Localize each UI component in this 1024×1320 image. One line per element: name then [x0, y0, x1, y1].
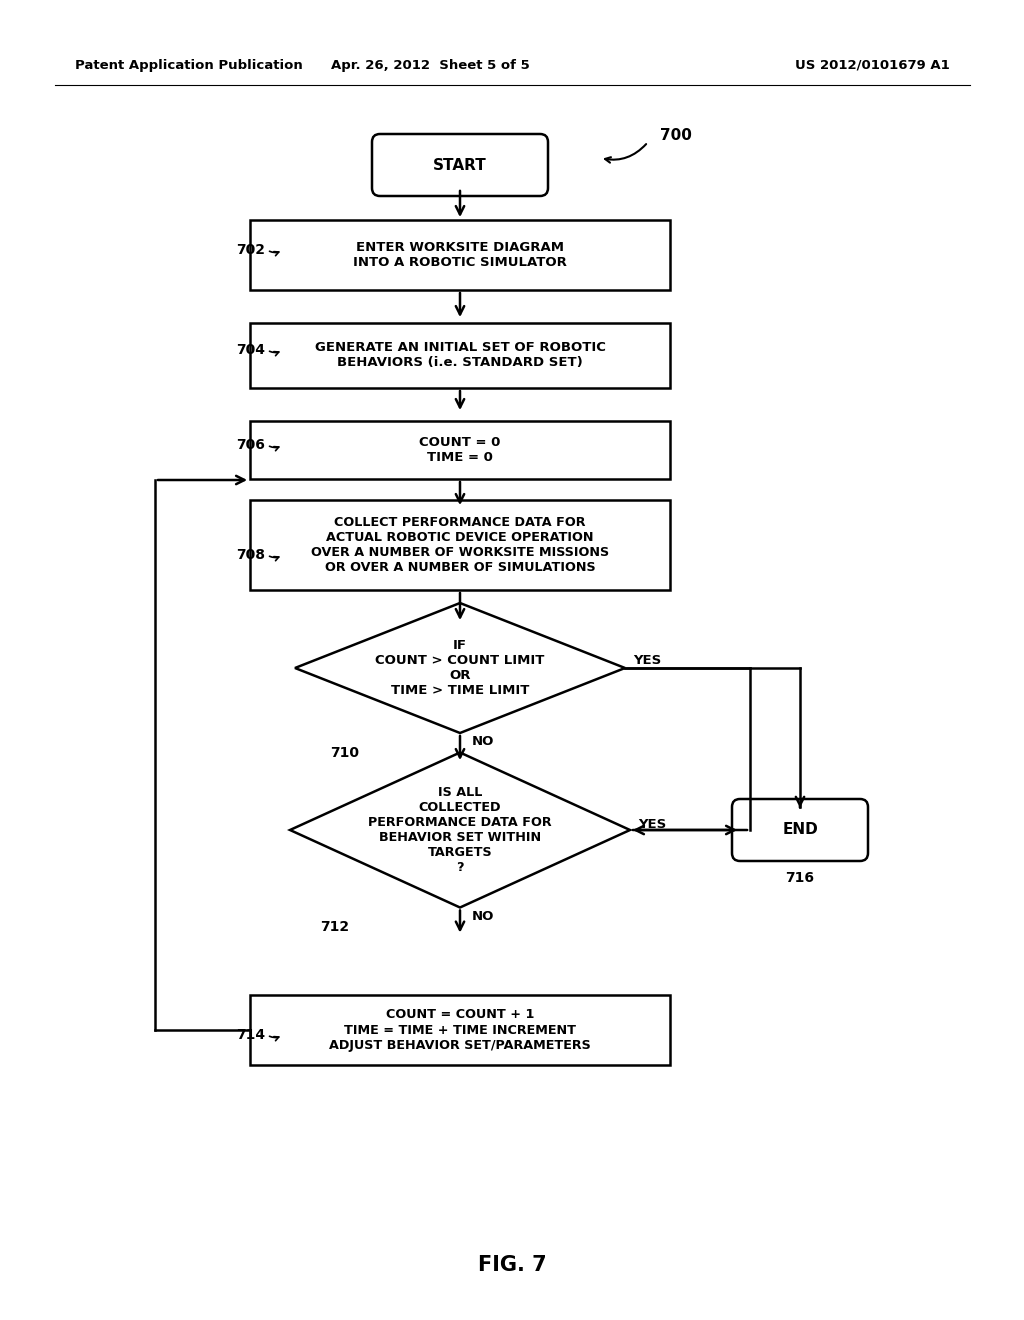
- Text: START: START: [433, 157, 486, 173]
- Bar: [250, 220, 670, 290]
- Text: NO: NO: [472, 909, 495, 923]
- FancyBboxPatch shape: [732, 799, 868, 861]
- Polygon shape: [290, 752, 630, 908]
- Bar: [250, 500, 670, 590]
- Text: 708: 708: [236, 548, 265, 562]
- Text: Apr. 26, 2012  Sheet 5 of 5: Apr. 26, 2012 Sheet 5 of 5: [331, 58, 529, 71]
- Text: 700: 700: [660, 128, 692, 143]
- Text: END: END: [782, 822, 818, 837]
- Text: 712: 712: [319, 920, 349, 935]
- Text: 710: 710: [330, 746, 359, 760]
- Text: Patent Application Publication: Patent Application Publication: [75, 58, 303, 71]
- Text: COUNT = COUNT + 1
TIME = TIME + TIME INCREMENT
ADJUST BEHAVIOR SET/PARAMETERS: COUNT = COUNT + 1 TIME = TIME + TIME INC…: [329, 1008, 591, 1052]
- Text: YES: YES: [633, 653, 662, 667]
- Text: IS ALL
COLLECTED
PERFORMANCE DATA FOR
BEHAVIOR SET WITHIN
TARGETS
?: IS ALL COLLECTED PERFORMANCE DATA FOR BE…: [369, 785, 552, 874]
- Text: IF
COUNT > COUNT LIMIT
OR
TIME > TIME LIMIT: IF COUNT > COUNT LIMIT OR TIME > TIME LI…: [376, 639, 545, 697]
- Text: GENERATE AN INITIAL SET OF ROBOTIC
BEHAVIORS (i.e. STANDARD SET): GENERATE AN INITIAL SET OF ROBOTIC BEHAV…: [314, 341, 605, 370]
- Bar: [250, 995, 670, 1065]
- Text: 704: 704: [236, 343, 265, 356]
- Polygon shape: [295, 603, 625, 733]
- Text: 702: 702: [236, 243, 265, 257]
- Text: COLLECT PERFORMANCE DATA FOR
ACTUAL ROBOTIC DEVICE OPERATION
OVER A NUMBER OF WO: COLLECT PERFORMANCE DATA FOR ACTUAL ROBO…: [311, 516, 609, 574]
- Text: NO: NO: [472, 735, 495, 748]
- Text: FIG. 7: FIG. 7: [477, 1255, 547, 1275]
- Text: 716: 716: [785, 871, 814, 884]
- Text: 706: 706: [237, 438, 265, 451]
- Text: 714: 714: [236, 1028, 265, 1041]
- Text: ENTER WORKSITE DIAGRAM
INTO A ROBOTIC SIMULATOR: ENTER WORKSITE DIAGRAM INTO A ROBOTIC SI…: [353, 242, 567, 269]
- FancyBboxPatch shape: [372, 135, 548, 195]
- Bar: [250, 421, 670, 479]
- Text: US 2012/0101679 A1: US 2012/0101679 A1: [796, 58, 950, 71]
- Bar: [250, 322, 670, 388]
- Text: COUNT = 0
TIME = 0: COUNT = 0 TIME = 0: [419, 436, 501, 465]
- Text: YES: YES: [638, 818, 667, 832]
